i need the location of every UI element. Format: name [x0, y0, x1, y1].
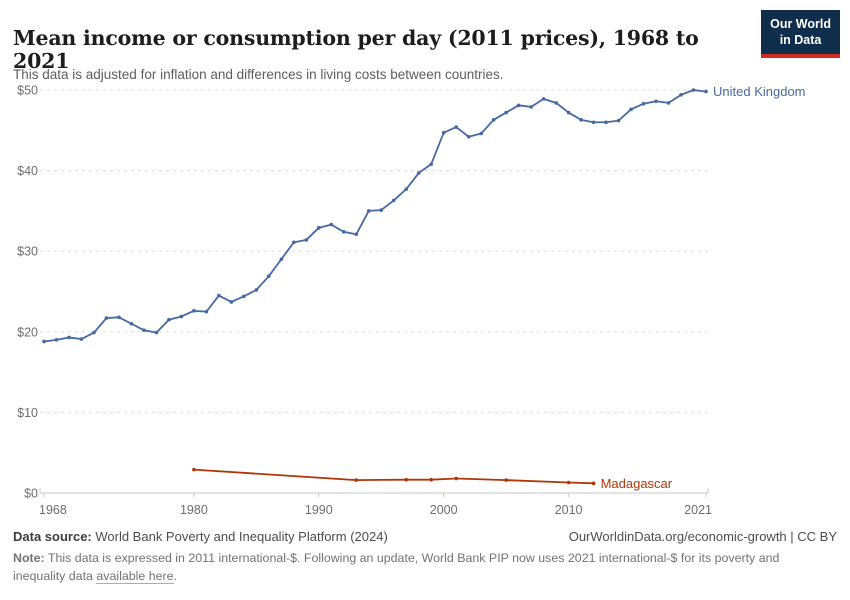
united-kingdom-data-point — [292, 240, 296, 245]
x-axis-tick-label: 2010 — [555, 503, 583, 517]
united-kingdom-data-point — [454, 125, 458, 129]
x-axis-tick-label: 2021 — [684, 503, 712, 517]
note-label: Note: — [13, 551, 45, 565]
x-axis-tick-label: 1968 — [39, 503, 67, 517]
madagascar-data-point — [454, 476, 458, 481]
madagascar-data-point — [591, 481, 596, 486]
united-kingdom-data-point — [391, 198, 396, 203]
united-kingdom-data-point — [504, 110, 508, 115]
united-kingdom-data-point — [641, 101, 646, 106]
united-kingdom-data-point — [217, 293, 221, 298]
y-axis-tick-label: $0 — [24, 487, 38, 501]
united-kingdom-data-point — [441, 130, 446, 135]
x-axis-tick-label: 1980 — [180, 503, 208, 517]
x-axis-tick-label: 2000 — [430, 503, 458, 517]
united-kingdom-data-point — [329, 222, 334, 227]
united-kingdom-data-point — [629, 107, 633, 112]
united-kingdom-data-point — [704, 89, 708, 94]
united-kingdom-data-point — [691, 88, 696, 92]
y-axis-tick-label: $10 — [17, 406, 38, 420]
madagascar-line — [192, 468, 595, 485]
united-kingdom-data-point — [466, 134, 471, 139]
attribution: OurWorldinData.org/economic-growth | CC … — [568, 529, 837, 544]
x-axis-tick-label: 1990 — [305, 503, 333, 517]
madagascar-data-point — [504, 478, 508, 482]
united-kingdom-data-point — [679, 93, 683, 97]
united-kingdom-data-point — [267, 274, 271, 278]
available-here-link[interactable]: available here — [96, 568, 174, 584]
united-kingdom-data-point — [242, 294, 246, 299]
owid-logo-line2: in Data — [779, 33, 822, 48]
y-axis-tick-label: $20 — [17, 325, 38, 339]
united-kingdom-data-point — [654, 99, 658, 104]
madagascar-data-point — [566, 480, 571, 485]
united-kingdom-data-point — [142, 328, 146, 332]
united-kingdom-data-point — [192, 309, 196, 313]
footer-source-row: Data source: World Bank Poverty and Ineq… — [13, 529, 837, 544]
chart-subtitle: This data is adjusted for inflation and … — [13, 66, 504, 82]
united-kingdom-data-point — [179, 314, 184, 319]
united-kingdom-data-point — [416, 171, 421, 175]
data-source: Data source: World Bank Poverty and Ineq… — [13, 529, 388, 544]
united-kingdom-data-point — [79, 337, 84, 341]
note-text-end: . — [173, 568, 177, 583]
united-kingdom-data-point — [541, 97, 546, 101]
united-kingdom-data-point — [429, 162, 434, 166]
united-kingdom-data-point — [591, 120, 596, 125]
united-kingdom-data-point — [341, 230, 346, 234]
united-kingdom-data-point — [366, 209, 371, 213]
madagascar-data-point — [354, 478, 359, 482]
madagascar-data-point — [429, 477, 434, 482]
madagascar-series-label: Madagascar — [601, 476, 673, 491]
united-kingdom-data-point — [104, 316, 109, 320]
madagascar-data-point — [192, 467, 196, 472]
united-kingdom-data-point — [516, 103, 521, 108]
y-axis-tick-label: $50 — [17, 84, 38, 98]
united-kingdom-series-label: United Kingdom — [713, 84, 806, 99]
united-kingdom-data-point — [279, 257, 284, 262]
united-kingdom-data-point — [154, 330, 159, 335]
united-kingdom-data-point — [604, 120, 608, 125]
united-kingdom-data-point — [354, 232, 359, 237]
united-kingdom-data-point — [167, 317, 171, 322]
united-kingdom-data-point — [479, 131, 483, 136]
note-text: This data is expressed in 2011 internati… — [13, 551, 780, 583]
united-kingdom-data-point — [129, 321, 134, 326]
united-kingdom-data-point — [666, 101, 671, 105]
united-kingdom-data-point — [254, 288, 259, 292]
united-kingdom-data-point — [566, 110, 571, 115]
united-kingdom-line — [43, 89, 707, 343]
united-kingdom-data-point — [404, 187, 409, 191]
united-kingdom-data-point — [67, 335, 71, 340]
united-kingdom-data-point — [554, 101, 558, 105]
chart-title: Mean income or consumption per day (2011… — [13, 25, 699, 74]
united-kingdom-data-point — [117, 315, 121, 320]
united-kingdom-data-point — [42, 339, 46, 344]
united-kingdom-data-point — [579, 118, 583, 122]
data-source-value: World Bank Poverty and Inequality Platfo… — [91, 529, 388, 544]
united-kingdom-data-point — [229, 300, 234, 304]
footer-note: Note: This data is expressed in 2011 int… — [13, 550, 825, 586]
united-kingdom-data-point — [491, 118, 496, 122]
owid-logo[interactable]: Our World in Data — [761, 10, 840, 58]
y-axis-tick-label: $30 — [17, 245, 38, 259]
united-kingdom-data-point — [616, 118, 621, 123]
madagascar-data-point — [404, 477, 409, 482]
united-kingdom-data-point — [316, 226, 321, 230]
united-kingdom-data-point — [54, 338, 59, 342]
owid-logo-line1: Our World — [770, 17, 831, 31]
united-kingdom-data-point — [92, 330, 96, 335]
y-axis-tick-label: $40 — [17, 164, 38, 178]
united-kingdom-data-point — [304, 238, 309, 242]
data-source-label: Data source: — [13, 529, 92, 544]
united-kingdom-data-point — [379, 208, 384, 212]
united-kingdom-data-point — [204, 309, 209, 314]
united-kingdom-data-point — [529, 105, 533, 109]
